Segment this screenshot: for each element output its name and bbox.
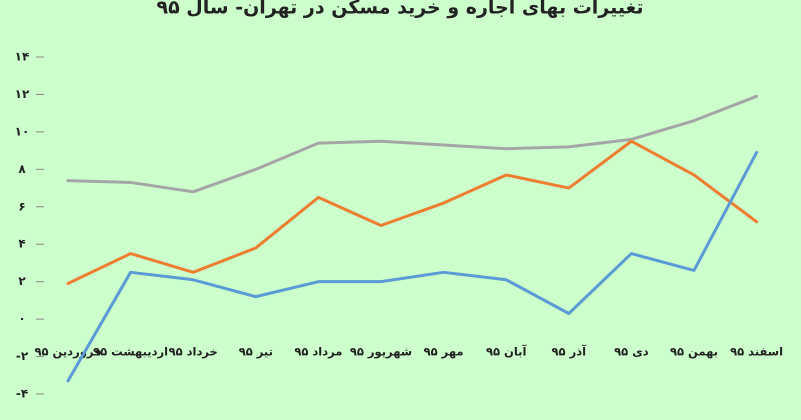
y-tick-label: ۰ [18,312,25,326]
x-tick-label: فروردین ۹۵ [34,345,101,360]
x-tick-label: شهریور ۹۵ [350,345,412,360]
x-tick-label: بهمن ۹۵ [670,345,718,359]
y-tick-label: ۱۰ [15,124,30,138]
x-tick-label: خرداد ۹۵ [169,345,218,359]
y-tick-label: ۴ [18,237,25,251]
chart-title: تغییرات بهای اجاره و خرید مسکن در تهران-… [156,0,643,19]
y-tick-label: ۸ [18,162,26,176]
x-tick-label: دی ۹۵ [614,345,649,359]
x-tick-label: اردیبهشت ۹۵ [93,345,168,359]
x-tick-label: مرداد ۹۵ [294,345,342,359]
y-tick-label: ۶ [18,199,25,213]
x-tick-label: اسفند ۹۵ [730,345,783,359]
y-tick-label: ۱۲ [15,87,30,101]
x-tick-label: آبان ۹۵ [486,345,528,359]
series-line [66,94,759,194]
series-line [66,150,759,383]
y-tick-label: ۲ [18,274,26,288]
series-line [66,139,759,286]
y-tick-label: ۱۴ [15,50,30,64]
x-tick-label: آذر ۹۵ [552,345,588,359]
x-tick-label: تیر ۹۵ [239,345,273,359]
y-tick-label: -۴ [16,387,28,401]
x-tick-label: مهر ۹۵ [424,345,464,359]
y-tick-label: -۲ [16,349,29,363]
